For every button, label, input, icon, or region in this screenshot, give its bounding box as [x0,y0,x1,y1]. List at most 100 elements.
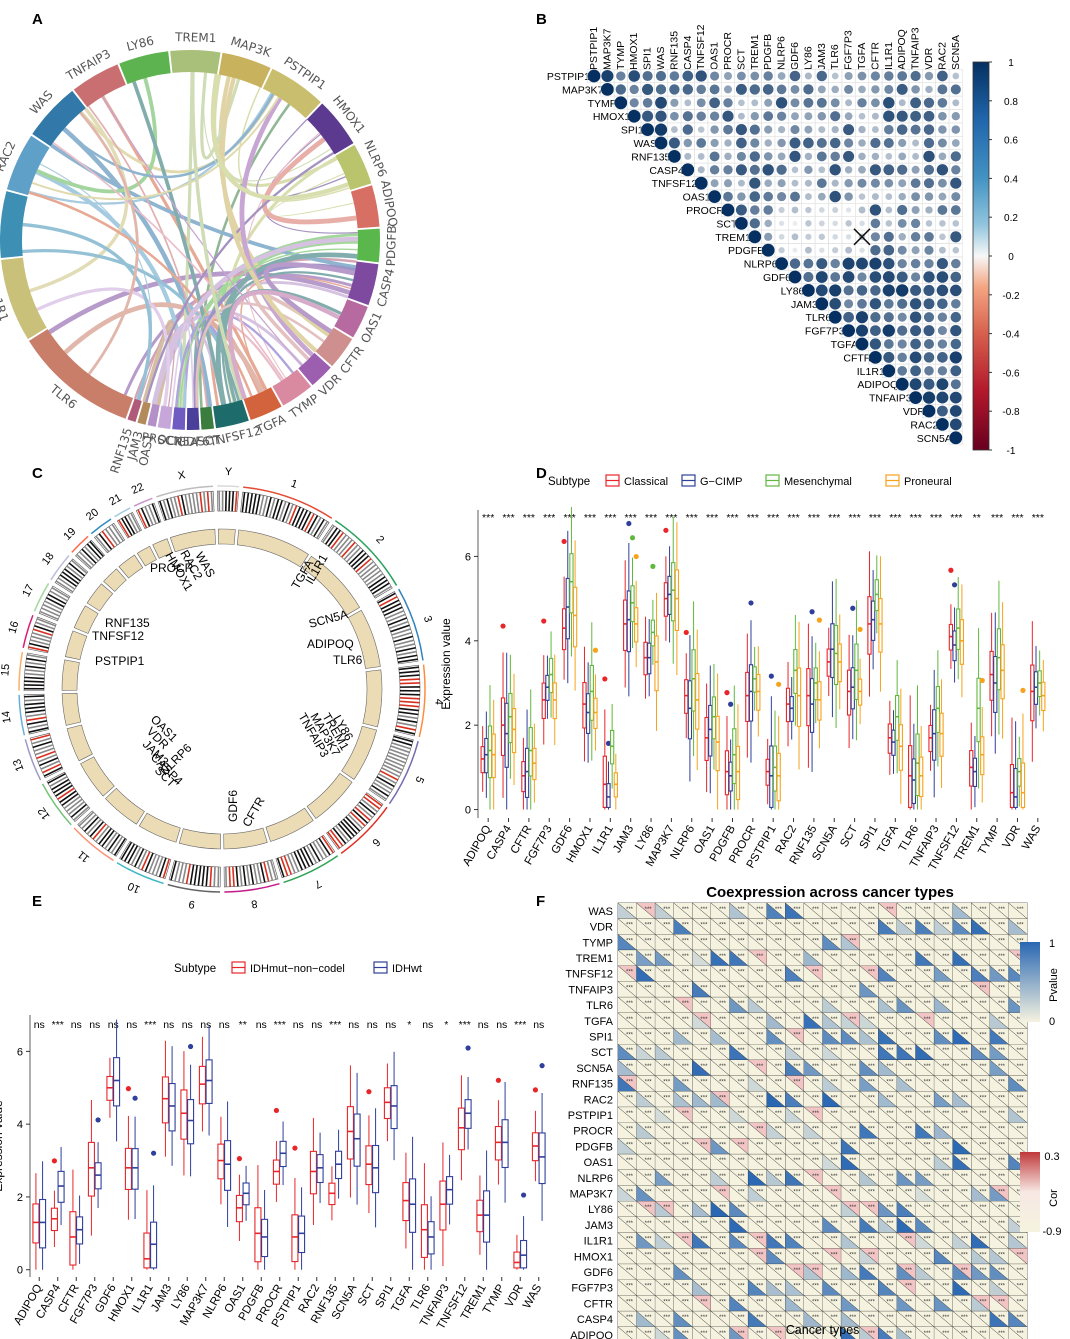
heatmap-cell-mark: *** [663,954,671,960]
corr-row-label: TNFSF12 [652,178,698,190]
heatmap-cell-mark: *** [812,1158,820,1164]
box-3 [959,619,965,665]
corr-dot [845,220,852,227]
heatmap-cell-mark: *** [849,1048,857,1054]
circos-gene-label: ADIPOQ [307,637,354,651]
corr-dot [670,126,678,134]
heatmap-cell-mark: *** [626,1001,634,1007]
outlier-point [561,538,567,545]
heatmap-cell-mark: *** [998,938,1006,944]
chord-sector [137,401,151,425]
box-0 [291,1214,299,1263]
ideogram-band [83,816,99,832]
chromosome-arc [388,740,419,805]
heatmap-cell-mark: *** [961,1127,969,1133]
heatmap-cell-mark: *** [998,1237,1006,1243]
heatmap-cell-mark: *** [924,1252,932,1258]
outlier-point [948,567,954,573]
corr-dot [952,72,960,80]
heatmap-cell-mark: *** [849,1111,857,1117]
significance-label: *** [625,512,637,524]
ideogram-band [272,499,280,519]
heatmap-cell-mark: *** [682,1252,690,1258]
heatmap-cell-mark: *** [738,1001,746,1007]
corr-dot [855,337,869,351]
corr-dot [857,298,867,309]
heatmap-cell-mark: *** [663,938,671,944]
chromosome-arc [73,827,114,862]
box-1 [427,1221,435,1255]
box-3 [654,635,659,692]
heatmap-cell-mark: *** [682,1268,690,1274]
heatmap-cell-mark: *** [831,1205,839,1211]
heatmap-cell-mark: *** [886,1189,894,1195]
corr-dot [952,220,960,227]
ideogram-band [201,866,206,887]
significance-label: ns [293,1019,304,1031]
heatmap-cell-mark: *** [942,1268,950,1274]
corr-dot [764,232,773,241]
chromosome-label: 13 [11,757,27,773]
corr-col-label: PSTPIP1 [588,27,600,70]
heatmap-cell-mark: *** [886,1142,894,1148]
ideogram-band [39,757,59,767]
heatmap-cell-mark: *** [886,1048,894,1054]
legend-label: IDHwt [392,963,422,975]
heatmap-cell-mark: *** [793,1158,801,1164]
chromosome-inner-ring [236,529,309,568]
heatmap-cell-mark: *** [793,954,801,960]
heatmap-cell-mark: *** [998,1111,1006,1117]
heatmap-cell-mark: *** [663,970,671,976]
ideogram-band [369,787,387,800]
corr-dot [669,84,680,95]
heatmap-cell-mark: *** [645,985,653,991]
heatmap-cell-mark: *** [905,1080,913,1086]
heatmap-cell-mark: *** [812,1001,820,1007]
ideogram-band [47,593,67,605]
corr-col-label: NLRP6 [776,36,788,70]
ideogram-band [193,865,198,886]
corr-dot [870,137,881,149]
heatmap-row-label: PSTPIP1 [568,1110,613,1122]
heatmap-cell-diagonal [803,902,823,919]
ideogram-band [86,543,102,560]
corr-dot [777,192,787,202]
heatmap-cell-mark: *** [719,1001,727,1007]
corr-dot [803,137,814,149]
heatmap-cell-mark: *** [793,1252,801,1258]
heatmap-cell-mark: *** [886,1205,894,1211]
heatmap-cell-diagonal [655,918,674,935]
outlier-point [776,681,782,687]
ideogram-band [34,624,54,633]
corr-dot [709,84,720,95]
corr-dot [950,271,962,283]
chromosome-arc [90,518,112,535]
corr-dot [870,325,881,336]
heatmap-cell-mark: *** [961,1095,969,1101]
corr-dot [669,71,680,81]
ideogram-band [89,821,105,838]
corr-dot [629,98,639,108]
box-1 [57,1170,65,1203]
heatmap-cell-mark: *** [645,1299,653,1305]
ideogram-band [25,709,46,714]
ideogram-band [251,493,257,514]
corr-dot [777,179,786,188]
ideogram-band [296,849,307,869]
box-3 [796,667,802,727]
ideogram-band [137,509,148,529]
box-1 [769,745,774,809]
ideogram-band [383,606,403,617]
heatmap-cell-mark: *** [924,1221,932,1227]
corr-col-label: PDGFB [762,34,774,70]
significance-label: ns [256,1019,267,1031]
heatmap-cell-mark: *** [998,1252,1006,1258]
chromosome-arc [50,555,70,581]
heatmap-cell-mark: *** [812,1095,820,1101]
ideogram-band [170,860,177,881]
box-0 [365,1145,373,1186]
corr-row-label: ADIPOQ [857,379,898,391]
heatmap-cell-mark: *** [942,1017,950,1023]
corr-dot [897,71,908,81]
